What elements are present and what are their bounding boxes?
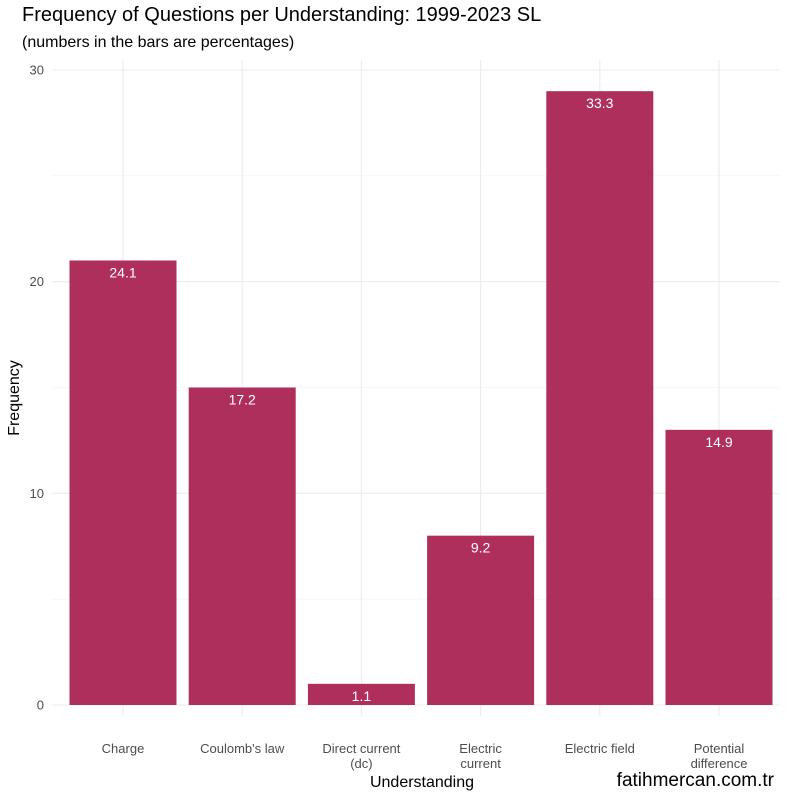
x-tick-label: Coulomb's law [200,741,285,756]
x-tick-label: Charge [102,741,145,756]
y-tick-label: 10 [30,486,44,501]
bar-value-label: 33.3 [586,95,613,111]
x-tick-label: Electric current [459,741,502,771]
bar [307,683,415,705]
x-axis-label: Understanding [369,774,475,791]
bar-value-label: 17.2 [229,392,256,408]
bar [69,260,177,705]
x-tick-label: Electric field [565,741,635,756]
bar [665,429,773,705]
bar-value-label: 24.1 [109,265,136,281]
y-tick-label: 20 [30,274,44,289]
chart-subtitle: (numbers in the bars are percentages) [22,34,295,51]
bar-value-label: 1.1 [352,688,372,704]
bars: 24.1 17.2 1.1 9.2 33.3 14.9 [69,91,773,705]
x-tick-label: Potential difference [691,741,748,771]
y-tick-label: 30 [30,63,44,78]
chart-title: Frequency of Questions per Understanding… [22,4,542,26]
bar-value-label: 14.9 [705,434,732,450]
bar-value-label: 9.2 [471,540,491,556]
y-tick-label: 0 [37,698,44,713]
watermark: fatihmercan.com.tr [616,770,774,791]
bar [427,535,535,705]
bar [188,387,296,705]
tick-labels: 0 10 20 30 Charge Coulomb's law Direct current… [30,63,748,772]
bar [546,91,654,705]
x-tick-label: Direct current (dc) [322,741,400,771]
